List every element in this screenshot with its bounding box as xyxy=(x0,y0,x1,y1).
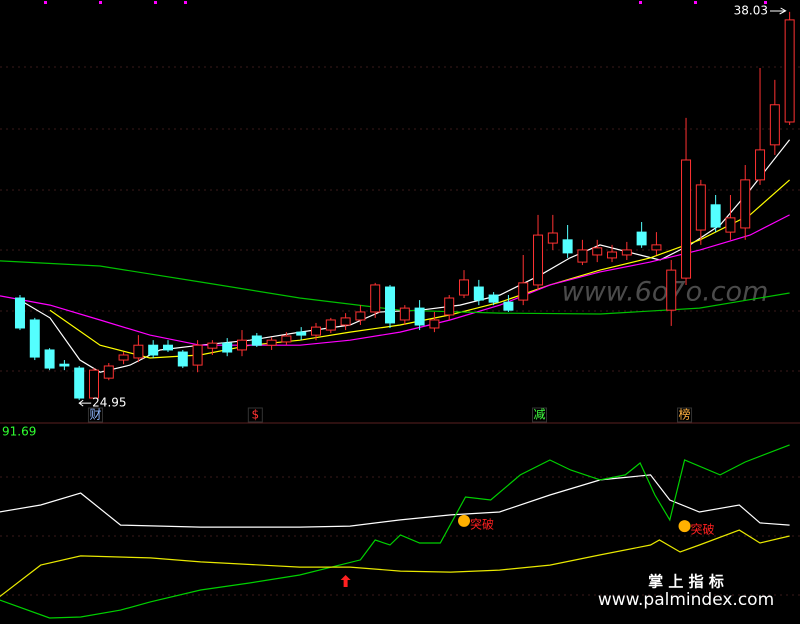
dot xyxy=(99,1,102,4)
candle-body xyxy=(562,239,573,254)
candle-body xyxy=(621,249,632,256)
candle-body xyxy=(607,251,618,259)
candle-body xyxy=(710,204,721,228)
candle-body xyxy=(59,363,70,367)
dot xyxy=(184,1,187,4)
candle-body xyxy=(148,344,159,356)
candle-body xyxy=(651,244,662,251)
high-label: 38.03 xyxy=(734,4,768,18)
candle-body xyxy=(296,331,307,336)
candle-body xyxy=(251,335,262,346)
top-dots xyxy=(44,1,767,4)
breakout-icon xyxy=(678,520,691,533)
line-series xyxy=(0,214,790,346)
candle-body xyxy=(311,326,322,336)
candle-body xyxy=(370,284,381,313)
low-arrow xyxy=(78,399,92,407)
watermark: www.6o7o.com xyxy=(562,277,769,308)
candle-body xyxy=(266,339,277,346)
candle-body xyxy=(784,19,795,123)
candle-body xyxy=(533,234,544,286)
candle-body xyxy=(162,344,173,351)
candle-body xyxy=(459,279,470,296)
candle-body xyxy=(29,319,40,358)
candle-body xyxy=(592,247,603,256)
grid xyxy=(0,66,800,596)
candle-body xyxy=(681,159,692,279)
candle-body xyxy=(88,369,99,399)
event-box xyxy=(677,407,693,423)
event-box xyxy=(247,407,263,423)
candle-body xyxy=(399,307,410,321)
candle-body xyxy=(414,307,425,326)
candle-body xyxy=(177,351,188,367)
event-label: 财 xyxy=(89,408,101,422)
low-label: 24.95 xyxy=(92,396,126,410)
candle-body xyxy=(385,286,396,324)
event-label: $ xyxy=(251,408,259,422)
candle-body xyxy=(236,339,247,351)
footer-url: www.palmindex.com xyxy=(598,590,774,610)
breakout-label: 突破 xyxy=(691,522,715,537)
candle-body xyxy=(222,342,233,353)
event-box xyxy=(87,407,103,423)
candle-body xyxy=(636,231,647,246)
dot xyxy=(154,1,157,4)
candle-body xyxy=(355,311,366,321)
dot xyxy=(764,1,767,4)
candle-body xyxy=(74,367,85,399)
candle-body xyxy=(755,149,766,181)
candle-body xyxy=(769,104,780,146)
footer-title: 掌 上 指 标 xyxy=(648,573,724,591)
candle-body xyxy=(473,286,484,301)
breakout-label: 突破 xyxy=(470,516,494,531)
candle-body xyxy=(444,297,455,316)
candle-body xyxy=(44,349,55,369)
candle-body xyxy=(488,294,499,303)
event-label: 榜 xyxy=(679,407,691,422)
candle-body xyxy=(503,301,514,311)
line-series xyxy=(0,474,790,528)
line-series xyxy=(0,444,790,619)
line-series xyxy=(0,529,790,598)
candle-body xyxy=(207,342,218,349)
candle-body xyxy=(577,249,588,263)
candle-body xyxy=(740,179,751,229)
candle-body xyxy=(281,335,292,343)
event-label: 减 xyxy=(533,408,545,422)
candle-body xyxy=(14,297,25,329)
indicator-max-label: 91.69 xyxy=(2,425,36,439)
breakout-icon xyxy=(458,514,471,527)
candle-body xyxy=(518,282,529,301)
candle-body xyxy=(325,319,336,331)
candle-body xyxy=(133,344,144,359)
candle-body xyxy=(340,317,351,326)
line-series xyxy=(49,179,790,359)
candle-body xyxy=(192,344,203,366)
candle-body xyxy=(103,365,114,379)
candle-body xyxy=(118,354,129,361)
signal-arrow xyxy=(340,575,351,588)
candle-body xyxy=(547,232,558,244)
candle-body xyxy=(666,269,677,311)
candle-body xyxy=(725,217,736,233)
candle-body xyxy=(695,184,706,231)
high-arrow xyxy=(769,7,787,15)
dot xyxy=(694,1,697,4)
event-box xyxy=(532,407,548,423)
candle-body xyxy=(429,319,440,329)
dot xyxy=(44,1,47,4)
dot xyxy=(639,1,642,4)
